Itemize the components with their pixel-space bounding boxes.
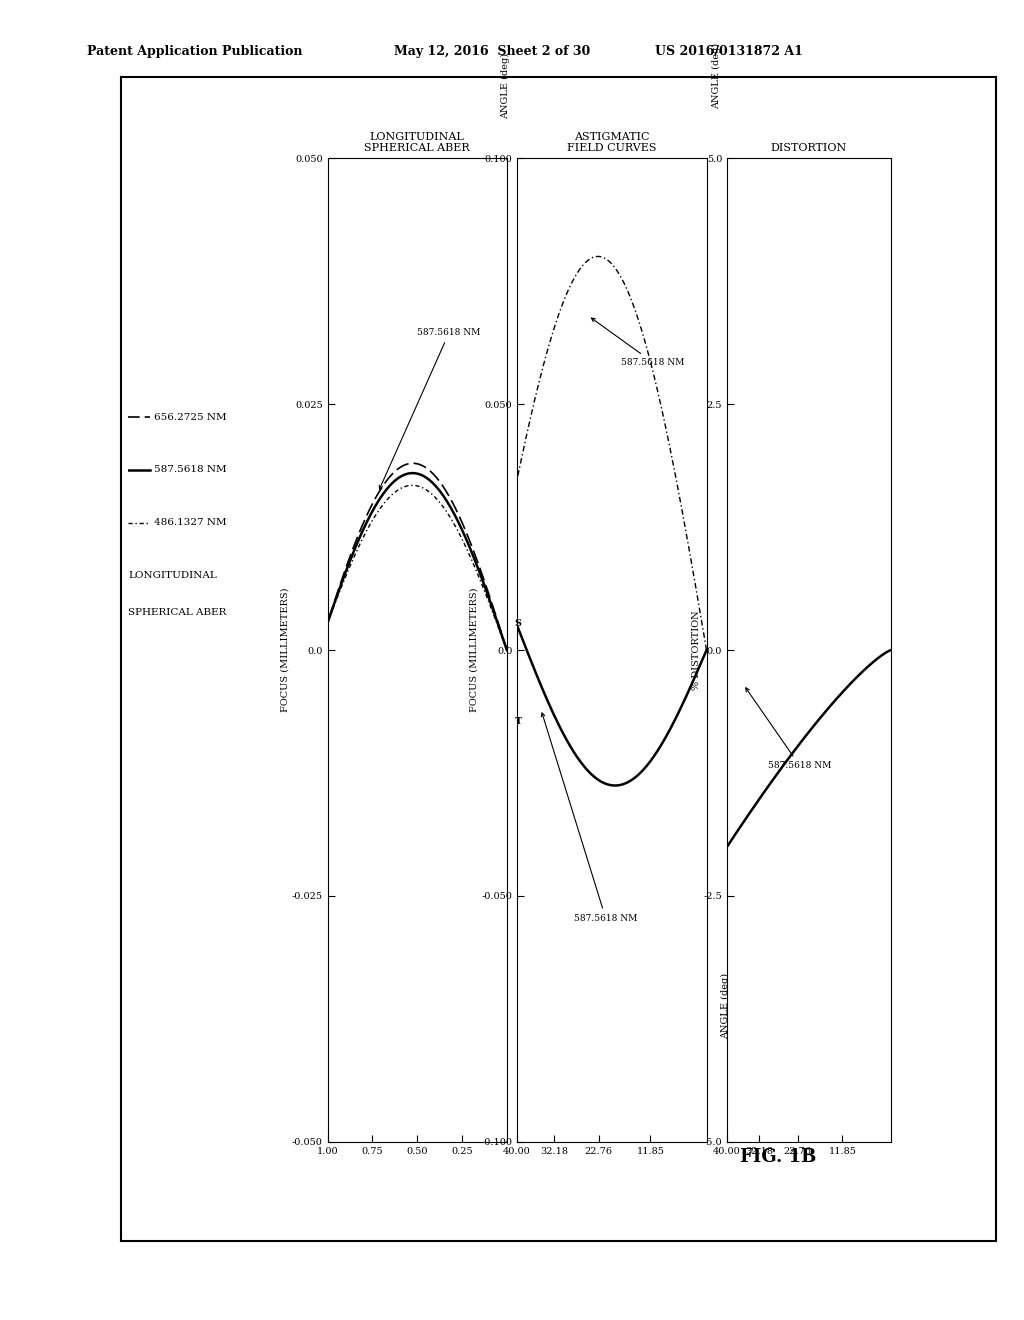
- Text: 587.5618 NM: 587.5618 NM: [379, 329, 480, 490]
- Text: ANGLE (deg): ANGLE (deg): [721, 973, 730, 1039]
- Text: ANGLE (deg): ANGLE (deg): [713, 44, 721, 110]
- Text: 587.5618 NM: 587.5618 NM: [745, 688, 831, 770]
- Title: ASTIGMATIC
FIELD CURVES: ASTIGMATIC FIELD CURVES: [567, 132, 656, 153]
- Text: US 2016/0131872 A1: US 2016/0131872 A1: [655, 45, 803, 58]
- Title: DISTORTION: DISTORTION: [771, 144, 847, 153]
- Text: T: T: [515, 717, 522, 726]
- Y-axis label: FOCUS (MILLIMETERS): FOCUS (MILLIMETERS): [280, 587, 289, 713]
- Text: S: S: [515, 619, 522, 627]
- Text: Patent Application Publication: Patent Application Publication: [87, 45, 302, 58]
- Text: LONGITUDINAL: LONGITUDINAL: [128, 572, 217, 579]
- Text: 656.2725 NM: 656.2725 NM: [154, 413, 226, 421]
- Text: 587.5618 NM: 587.5618 NM: [542, 713, 637, 923]
- Text: SPHERICAL ABER: SPHERICAL ABER: [128, 609, 226, 616]
- Text: 486.1327 NM: 486.1327 NM: [154, 519, 226, 527]
- Y-axis label: FOCUS (MILLIMETERS): FOCUS (MILLIMETERS): [469, 587, 478, 713]
- Text: 587.5618 NM: 587.5618 NM: [592, 318, 685, 367]
- Text: ANGLE (deg): ANGLE (deg): [501, 53, 510, 119]
- Y-axis label: % DISTORTION: % DISTORTION: [691, 610, 700, 690]
- Text: May 12, 2016  Sheet 2 of 30: May 12, 2016 Sheet 2 of 30: [394, 45, 591, 58]
- Title: LONGITUDINAL
SPHERICAL ABER: LONGITUDINAL SPHERICAL ABER: [365, 132, 470, 153]
- Text: FIG. 1B: FIG. 1B: [740, 1147, 816, 1166]
- Text: 587.5618 NM: 587.5618 NM: [154, 466, 226, 474]
